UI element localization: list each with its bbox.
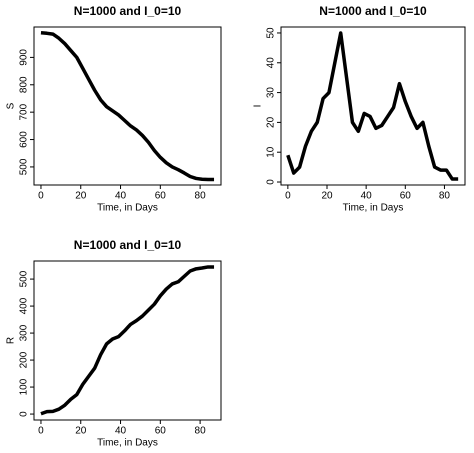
x-tick-label: 80 [195, 426, 207, 437]
x-tick-label: 40 [361, 191, 373, 202]
data-line [40, 265, 215, 416]
y-tick-label: 10 [266, 146, 277, 158]
data-line [40, 31, 215, 182]
y-tick-label: 50 [266, 27, 277, 39]
y-tick-label: 0 [19, 411, 30, 417]
y-tick-label: 30 [266, 87, 277, 99]
x-tick-label: 60 [155, 426, 167, 437]
x-axis-label: Time, in Days [343, 203, 404, 214]
y-tick-label: 600 [19, 131, 30, 148]
y-tick-label: 0 [266, 179, 277, 185]
y-tick-label: 200 [19, 351, 30, 368]
y-tick-label: 500 [19, 270, 30, 287]
x-tick-label: 80 [195, 191, 207, 202]
y-tick-label: 40 [266, 57, 277, 69]
chart-title: N=1000 and I_0=10 [74, 238, 182, 252]
x-axis-label: Time, in Days [97, 203, 158, 214]
chart-title: N=1000 and I_0=10 [319, 4, 427, 18]
y-tick-label: 800 [19, 76, 30, 93]
y-tick-label: 900 [19, 49, 30, 66]
y-axis-label: I [253, 105, 264, 108]
data-line [286, 31, 459, 181]
x-tick-label: 80 [439, 191, 451, 202]
y-tick-label: 700 [19, 103, 30, 120]
y-tick-label: 20 [266, 116, 277, 128]
x-tick-label: 0 [38, 191, 44, 202]
x-tick-label: 20 [75, 426, 87, 437]
plot-frame [280, 26, 466, 186]
chart-title: N=1000 and I_0=10 [74, 4, 182, 18]
x-tick-label: 60 [400, 191, 412, 202]
x-tick-label: 0 [38, 426, 44, 437]
y-axis-label: R [6, 337, 17, 344]
x-tick-label: 20 [321, 191, 333, 202]
x-tick-label: 20 [75, 191, 87, 202]
y-tick-label: 500 [19, 158, 30, 175]
plot-frame [33, 26, 222, 186]
y-tick-label: 400 [19, 297, 30, 314]
y-tick-label: 100 [19, 378, 30, 395]
x-tick-label: 40 [115, 426, 127, 437]
x-tick-label: 60 [155, 191, 167, 202]
y-tick-label: 300 [19, 324, 30, 341]
plot-frame [33, 260, 222, 421]
x-tick-label: 40 [115, 191, 127, 202]
x-axis-label: Time, in Days [97, 438, 158, 449]
y-axis-label: S [6, 102, 17, 109]
x-tick-label: 0 [285, 191, 291, 202]
